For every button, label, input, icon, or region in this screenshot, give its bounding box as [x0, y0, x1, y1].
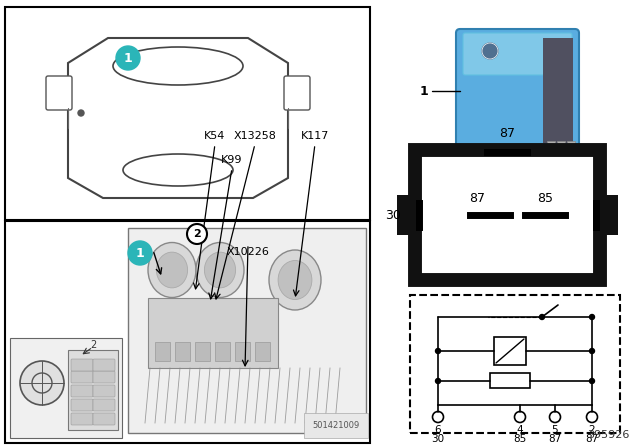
Text: 87: 87 [586, 434, 598, 444]
Text: 4: 4 [516, 425, 524, 435]
Ellipse shape [156, 252, 188, 288]
Text: 30: 30 [431, 434, 445, 444]
FancyBboxPatch shape [494, 337, 526, 365]
Text: 87: 87 [548, 434, 562, 444]
FancyBboxPatch shape [463, 33, 572, 75]
FancyBboxPatch shape [68, 350, 118, 430]
Text: 87: 87 [499, 127, 515, 140]
FancyBboxPatch shape [93, 399, 115, 411]
FancyBboxPatch shape [547, 141, 555, 166]
Circle shape [78, 110, 84, 116]
FancyBboxPatch shape [567, 141, 575, 166]
Circle shape [435, 379, 440, 383]
FancyBboxPatch shape [93, 359, 115, 371]
Ellipse shape [204, 252, 236, 288]
Text: 395926: 395926 [588, 430, 630, 440]
FancyBboxPatch shape [234, 341, 250, 361]
FancyBboxPatch shape [596, 195, 618, 235]
FancyBboxPatch shape [410, 295, 620, 433]
Text: 501421009: 501421009 [313, 421, 360, 430]
Circle shape [589, 349, 595, 353]
FancyBboxPatch shape [557, 141, 565, 166]
Circle shape [515, 412, 525, 422]
Circle shape [433, 412, 444, 422]
FancyBboxPatch shape [148, 298, 278, 368]
Text: 2: 2 [589, 425, 595, 435]
FancyBboxPatch shape [456, 29, 579, 152]
Text: 1: 1 [124, 52, 132, 65]
Ellipse shape [196, 242, 244, 297]
FancyBboxPatch shape [71, 413, 93, 425]
FancyBboxPatch shape [10, 338, 122, 438]
Circle shape [128, 241, 152, 265]
Text: 6: 6 [435, 425, 442, 435]
Text: K99: K99 [221, 155, 243, 165]
Text: 2: 2 [90, 340, 96, 350]
Ellipse shape [269, 250, 321, 310]
Circle shape [187, 224, 207, 244]
FancyBboxPatch shape [5, 7, 370, 220]
Circle shape [589, 314, 595, 319]
FancyBboxPatch shape [71, 371, 93, 383]
FancyBboxPatch shape [214, 341, 230, 361]
FancyBboxPatch shape [93, 413, 115, 425]
Ellipse shape [148, 242, 196, 297]
Text: K117: K117 [301, 131, 329, 141]
FancyBboxPatch shape [93, 385, 115, 397]
Text: 1: 1 [136, 246, 145, 259]
FancyBboxPatch shape [71, 399, 93, 411]
FancyBboxPatch shape [284, 76, 310, 110]
Circle shape [482, 43, 498, 59]
Ellipse shape [113, 47, 243, 85]
FancyBboxPatch shape [5, 221, 370, 443]
Text: X10226: X10226 [227, 247, 269, 257]
Text: K54: K54 [204, 131, 226, 141]
Circle shape [540, 314, 545, 319]
Circle shape [20, 361, 64, 405]
Circle shape [589, 379, 595, 383]
FancyBboxPatch shape [154, 341, 170, 361]
Text: 85: 85 [513, 434, 527, 444]
Text: 85: 85 [537, 192, 553, 205]
FancyBboxPatch shape [415, 150, 600, 280]
FancyBboxPatch shape [128, 228, 366, 433]
FancyBboxPatch shape [255, 341, 269, 361]
Circle shape [435, 349, 440, 353]
Circle shape [116, 46, 140, 70]
Circle shape [32, 373, 52, 393]
FancyBboxPatch shape [93, 371, 115, 383]
Text: 5: 5 [552, 425, 558, 435]
Text: X13258: X13258 [234, 131, 276, 141]
Text: 2: 2 [193, 229, 201, 239]
Polygon shape [68, 38, 288, 198]
FancyBboxPatch shape [175, 341, 189, 361]
Text: 87: 87 [469, 192, 485, 205]
FancyBboxPatch shape [490, 373, 530, 388]
FancyBboxPatch shape [543, 38, 573, 143]
Text: 1: 1 [419, 85, 428, 98]
Ellipse shape [278, 260, 312, 300]
FancyBboxPatch shape [71, 359, 93, 371]
FancyBboxPatch shape [71, 385, 93, 397]
Circle shape [586, 412, 598, 422]
Text: 30: 30 [385, 208, 401, 221]
FancyBboxPatch shape [46, 76, 72, 110]
Ellipse shape [123, 154, 233, 186]
FancyBboxPatch shape [195, 341, 209, 361]
FancyBboxPatch shape [397, 195, 419, 235]
Circle shape [550, 412, 561, 422]
